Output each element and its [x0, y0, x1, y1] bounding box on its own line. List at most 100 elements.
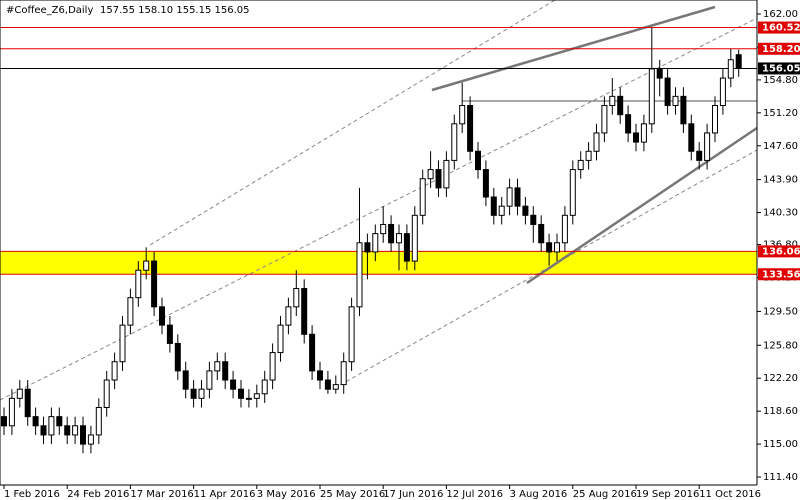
y-tick-label: 147.60 — [763, 141, 798, 152]
x-tick-label: 11 Apr 2016 — [194, 489, 256, 500]
candle-body — [467, 105, 474, 152]
chart-title: #Coffee_Z6,Daily — [6, 5, 93, 16]
level-label-box — [758, 245, 800, 258]
candle-body — [514, 187, 521, 207]
candle-body — [609, 95, 616, 107]
candle-body — [569, 169, 576, 216]
level-label: 158.20 — [762, 44, 800, 55]
candle-body — [490, 196, 497, 216]
candle-body — [348, 306, 355, 363]
candle-body — [411, 214, 418, 262]
candle-body — [498, 205, 505, 216]
y-tick-label: 122.20 — [763, 373, 798, 384]
candle-body — [206, 370, 213, 390]
level-label: 160.52 — [762, 23, 800, 34]
candle-body — [451, 123, 458, 161]
candle-body — [680, 95, 687, 125]
candle-body — [277, 324, 284, 354]
candle-body — [80, 425, 86, 445]
candle-body — [617, 95, 624, 116]
x-tick-label: 1 Feb 2016 — [4, 489, 60, 500]
candle-body — [261, 379, 268, 395]
y-tick-label: 143.90 — [763, 175, 798, 186]
candle-body — [309, 333, 316, 372]
y-tick-label: 154.80 — [763, 75, 798, 86]
candle-body — [48, 416, 55, 436]
y-tick-label: 115.00 — [763, 439, 798, 450]
level-label: 156.05 — [762, 63, 800, 74]
level-label: 136.06 — [762, 246, 800, 257]
y-tick-label: 136.80 — [763, 240, 798, 251]
y-tick-label: 111.40 — [763, 472, 798, 483]
candle-body — [340, 361, 347, 386]
candle-body — [198, 388, 205, 399]
candle-body — [324, 379, 331, 390]
candle-body — [174, 342, 181, 372]
candle-body — [475, 150, 481, 171]
candle-body — [159, 306, 165, 326]
level-label-box — [758, 42, 800, 55]
candle-body — [459, 105, 466, 125]
candle-body — [245, 397, 252, 400]
candle-body — [332, 384, 339, 390]
candle-body — [640, 123, 647, 143]
candle-body — [87, 434, 94, 445]
channel-line — [0, 17, 758, 401]
x-tick-label: 3 May 2016 — [257, 489, 316, 500]
candle-body — [24, 388, 31, 418]
y-tick-label: 140.30 — [763, 208, 798, 219]
candle-body — [419, 178, 426, 216]
candle-body — [111, 361, 118, 381]
candle-body — [633, 132, 639, 143]
candle-body — [664, 77, 671, 107]
candle-body — [151, 260, 158, 308]
x-tick-label: 12 Jul 2016 — [446, 489, 503, 500]
candle-body — [40, 425, 47, 436]
candle-body — [214, 361, 221, 372]
candle-body — [538, 223, 545, 244]
candle-body — [648, 68, 655, 125]
candle-body — [72, 425, 79, 436]
candle-body — [719, 77, 726, 107]
candle-body — [546, 242, 553, 253]
candle-body — [190, 388, 197, 399]
candle-body — [443, 159, 450, 189]
candle-body — [16, 388, 23, 399]
level-label-box — [758, 21, 800, 34]
candle-body — [712, 105, 718, 134]
candle-body — [530, 214, 537, 225]
level-label-box — [758, 268, 800, 281]
candle-body — [585, 150, 592, 161]
y-tick-label: 129.50 — [763, 306, 798, 317]
candle-body — [727, 59, 734, 79]
candle-body — [403, 233, 410, 262]
candle-body — [554, 242, 560, 253]
y-tick-label: 118.60 — [763, 406, 798, 417]
trend-line — [526, 126, 758, 285]
candle-body — [238, 388, 244, 399]
candle-body — [293, 288, 300, 308]
candle-body — [601, 105, 608, 134]
x-tick-label: 25 May 2016 — [320, 489, 385, 500]
candle-body — [135, 269, 142, 299]
candle-body — [396, 233, 402, 244]
candle-body — [119, 324, 126, 363]
candle-body — [222, 361, 229, 381]
candle-body — [522, 205, 529, 216]
candle-body — [182, 370, 189, 390]
candle-body — [143, 260, 150, 271]
y-tick-label: 162.00 — [763, 9, 798, 20]
y-tick-label: 151.20 — [763, 108, 798, 119]
candle-body — [103, 379, 110, 408]
x-tick-label: 11 Oct 2016 — [699, 489, 761, 500]
candle-body — [364, 242, 371, 253]
candle-body — [127, 297, 134, 326]
price-zone — [0, 251, 757, 275]
candle-body — [625, 114, 632, 134]
candle-body — [356, 242, 363, 308]
candle-body — [435, 169, 442, 189]
candle-body — [506, 187, 513, 207]
candle-body — [735, 54, 742, 69]
